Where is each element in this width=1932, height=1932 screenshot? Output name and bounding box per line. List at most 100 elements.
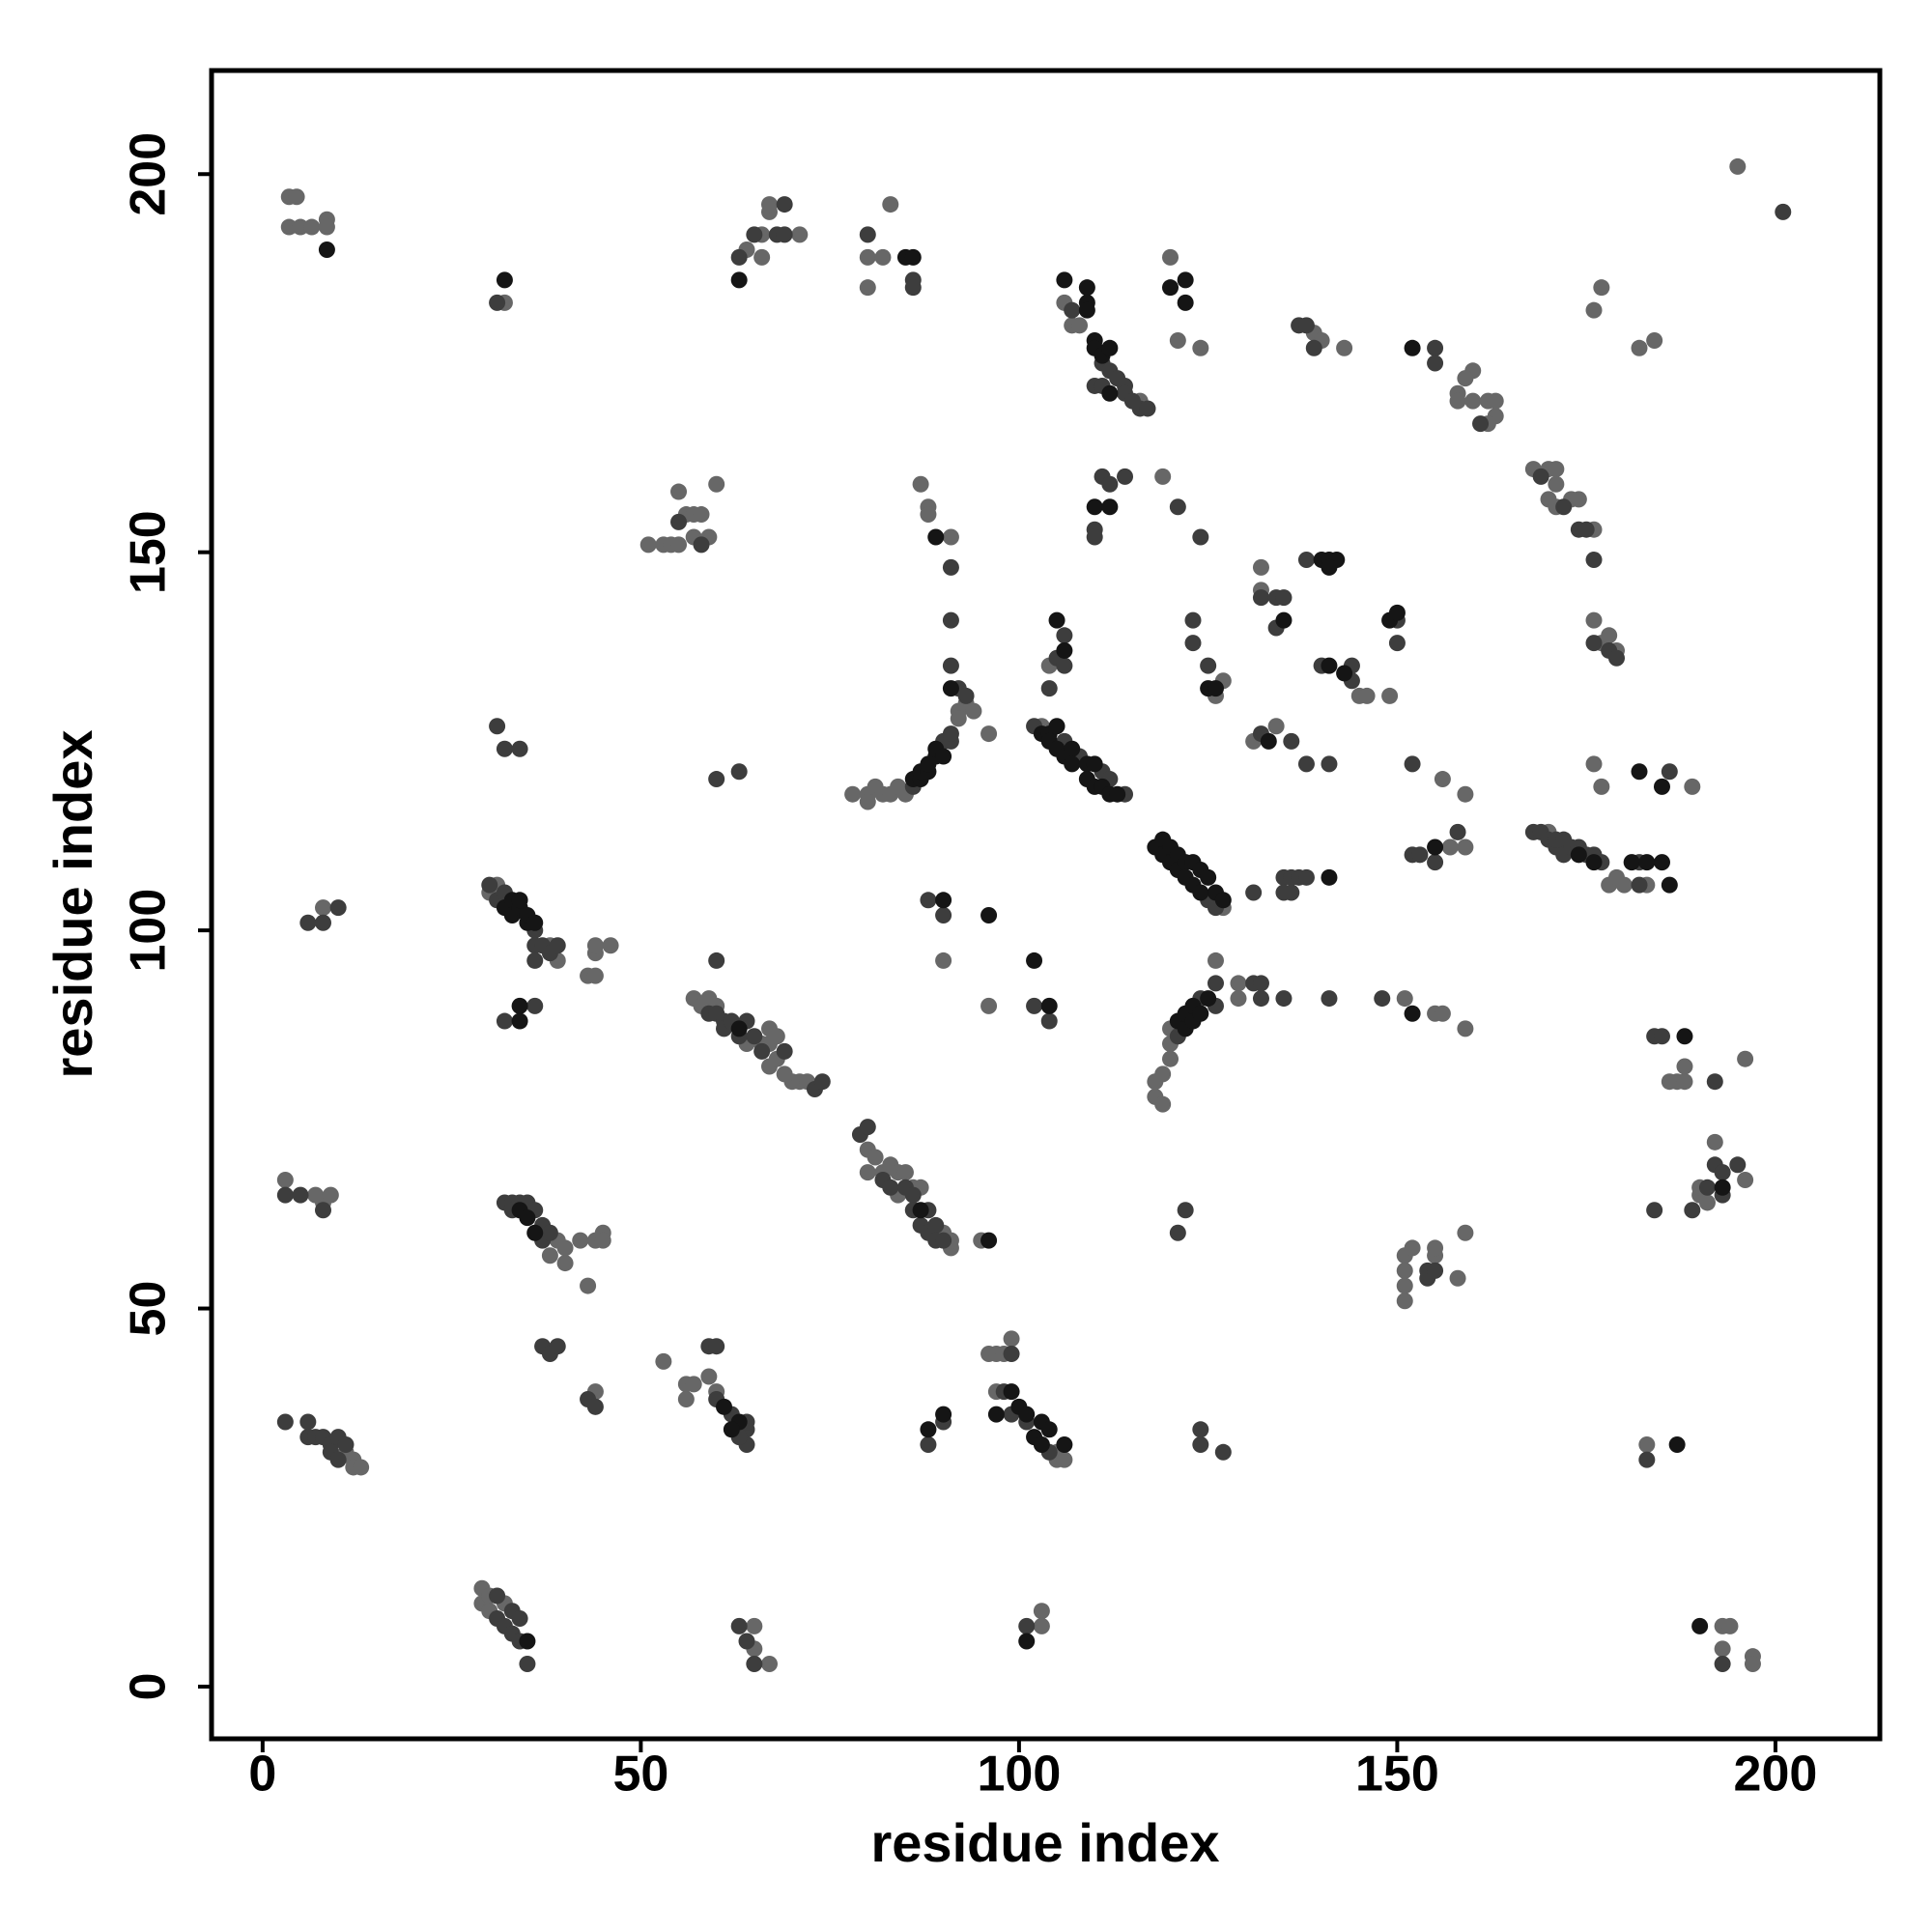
point [1585, 301, 1603, 319]
point [1623, 854, 1640, 871]
point [1449, 823, 1466, 840]
point [1026, 997, 1043, 1014]
point [1245, 884, 1263, 901]
point [693, 506, 710, 524]
point [1018, 1617, 1036, 1634]
point [776, 226, 793, 243]
point [1003, 1346, 1020, 1363]
point [556, 1255, 574, 1272]
point [920, 892, 937, 909]
point [867, 1149, 884, 1166]
point [1267, 718, 1285, 735]
point [746, 1028, 763, 1045]
point [1184, 611, 1202, 629]
point [1661, 876, 1678, 894]
point [1033, 1617, 1050, 1634]
point [1684, 1202, 1701, 1219]
point [1441, 838, 1459, 856]
point [912, 475, 929, 493]
point [1214, 1443, 1232, 1461]
point [1548, 461, 1565, 478]
point [556, 1239, 574, 1257]
point [318, 242, 335, 259]
y-axis-title: residue index [43, 729, 103, 1078]
point [1714, 1640, 1731, 1658]
point [1427, 355, 1444, 372]
point [935, 952, 952, 969]
point [1230, 990, 1247, 1008]
point [1396, 1277, 1413, 1294]
point [1086, 498, 1103, 516]
point [1169, 498, 1186, 516]
point [1086, 528, 1103, 546]
point [1026, 952, 1043, 969]
point [1775, 203, 1792, 220]
point [730, 271, 748, 289]
point [1457, 785, 1474, 803]
point [314, 1202, 331, 1219]
point [511, 740, 528, 757]
point [768, 1028, 785, 1045]
point [1177, 271, 1194, 289]
point [1192, 339, 1209, 356]
point [859, 1164, 876, 1181]
point [1003, 1330, 1020, 1348]
point [730, 763, 748, 781]
point [927, 1216, 945, 1234]
point [760, 196, 778, 213]
point [723, 1421, 740, 1438]
point [708, 952, 725, 969]
point [904, 1186, 922, 1204]
point [844, 785, 862, 803]
point [1101, 339, 1119, 356]
point [708, 475, 725, 493]
point [496, 740, 513, 757]
point [1336, 665, 1353, 682]
point [1192, 1421, 1209, 1438]
point [882, 1179, 899, 1196]
point [572, 1232, 589, 1249]
point [549, 1338, 566, 1355]
point [1676, 1073, 1693, 1091]
point [1064, 301, 1081, 319]
point [288, 188, 305, 206]
point [1139, 400, 1156, 417]
point [1698, 1179, 1716, 1196]
point [1040, 680, 1058, 697]
point [1615, 876, 1633, 894]
point [1321, 990, 1338, 1008]
point [276, 1186, 294, 1204]
point [1570, 846, 1587, 864]
point [1056, 1451, 1073, 1468]
point [1177, 294, 1194, 311]
point [1601, 627, 1618, 644]
point [1297, 317, 1315, 334]
point [1109, 785, 1126, 803]
point [1457, 1224, 1474, 1241]
point [1472, 415, 1490, 433]
point [1056, 657, 1073, 674]
point [489, 294, 506, 311]
point [1427, 1239, 1444, 1257]
point [292, 218, 309, 236]
point [1381, 687, 1399, 704]
point [1321, 558, 1338, 576]
point [980, 906, 998, 923]
point [1374, 990, 1391, 1008]
point [1336, 339, 1353, 356]
point [1714, 1655, 1731, 1672]
x-tick-label: 50 [612, 1747, 668, 1803]
point [746, 226, 763, 243]
y-tick-label: 200 [121, 132, 177, 216]
point [1162, 248, 1179, 266]
point [950, 710, 967, 727]
point [329, 1451, 347, 1468]
point [746, 1655, 763, 1672]
point [1358, 687, 1376, 704]
point [292, 1186, 309, 1204]
point [1154, 1065, 1172, 1083]
point [1427, 854, 1444, 871]
point [1404, 1005, 1421, 1022]
point [935, 892, 952, 909]
point [1260, 732, 1277, 750]
